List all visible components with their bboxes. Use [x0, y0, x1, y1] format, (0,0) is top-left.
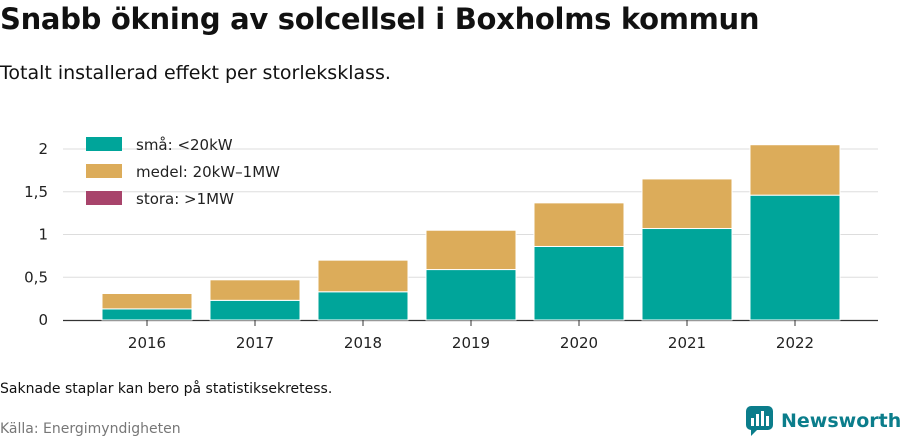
bar-chart: 0 0,5 1 1,5 2 2016 2017 2018 2019 2020 2021 2022 s… [24, 136, 878, 352]
bar-segment [101, 292, 193, 310]
bar-segment [641, 178, 733, 230]
legend: små: <20kW medel: 20kW–1MW stora: >1MW [86, 136, 280, 208]
bar-segment [209, 279, 301, 301]
bar-segment [101, 308, 193, 321]
bar-segment [317, 259, 409, 293]
bar-segment [641, 228, 733, 321]
newsworthy-logo-icon [746, 406, 773, 436]
bar-segment [425, 269, 517, 321]
x-tick-label: 2022 [776, 334, 814, 352]
legend-label: stora: >1MW [136, 190, 234, 208]
chart-subtitle: Totalt installerad effekt per storlekskl… [0, 62, 391, 84]
source-text: Källa: Energimyndigheten [0, 421, 181, 437]
bar-segment [533, 202, 625, 247]
brand-logo[interactable]: Newsworthy [745, 404, 900, 438]
legend-label: medel: 20kW–1MW [136, 163, 280, 181]
y-tick-label: 1 [38, 226, 48, 244]
x-tick-label: 2020 [560, 334, 598, 352]
legend-swatch [86, 191, 122, 205]
bar-segment [749, 144, 841, 196]
bar-segment [209, 299, 301, 321]
y-tick-label: 1,5 [24, 183, 48, 201]
legend-label: små: <20kW [136, 136, 233, 154]
bar-segment [749, 194, 841, 321]
footnote: Saknade staplar kan bero på statistiksek… [0, 381, 333, 397]
x-tick-label: 2019 [452, 334, 490, 352]
x-axis-ticks: 2016 2017 2018 2019 2020 2021 2022 [128, 320, 814, 352]
x-tick-label: 2021 [668, 334, 706, 352]
bar-segment [317, 291, 409, 321]
bars [101, 144, 841, 321]
legend-swatch [86, 137, 122, 151]
x-tick-label: 2017 [236, 334, 274, 352]
brand-name: Newsworthy [781, 410, 900, 432]
x-tick-label: 2018 [344, 334, 382, 352]
bar-segment [533, 245, 625, 321]
bar-segment [425, 229, 517, 271]
y-tick-label: 0,5 [24, 268, 48, 286]
x-tick-label: 2016 [128, 334, 166, 352]
chart-title: Snabb ökning av solcellsel i Boxholms ko… [0, 2, 760, 36]
y-tick-label: 0 [38, 311, 48, 329]
legend-swatch [86, 164, 122, 178]
y-tick-label: 2 [38, 140, 48, 158]
y-axis-ticks: 0 0,5 1 1,5 2 [24, 140, 48, 329]
